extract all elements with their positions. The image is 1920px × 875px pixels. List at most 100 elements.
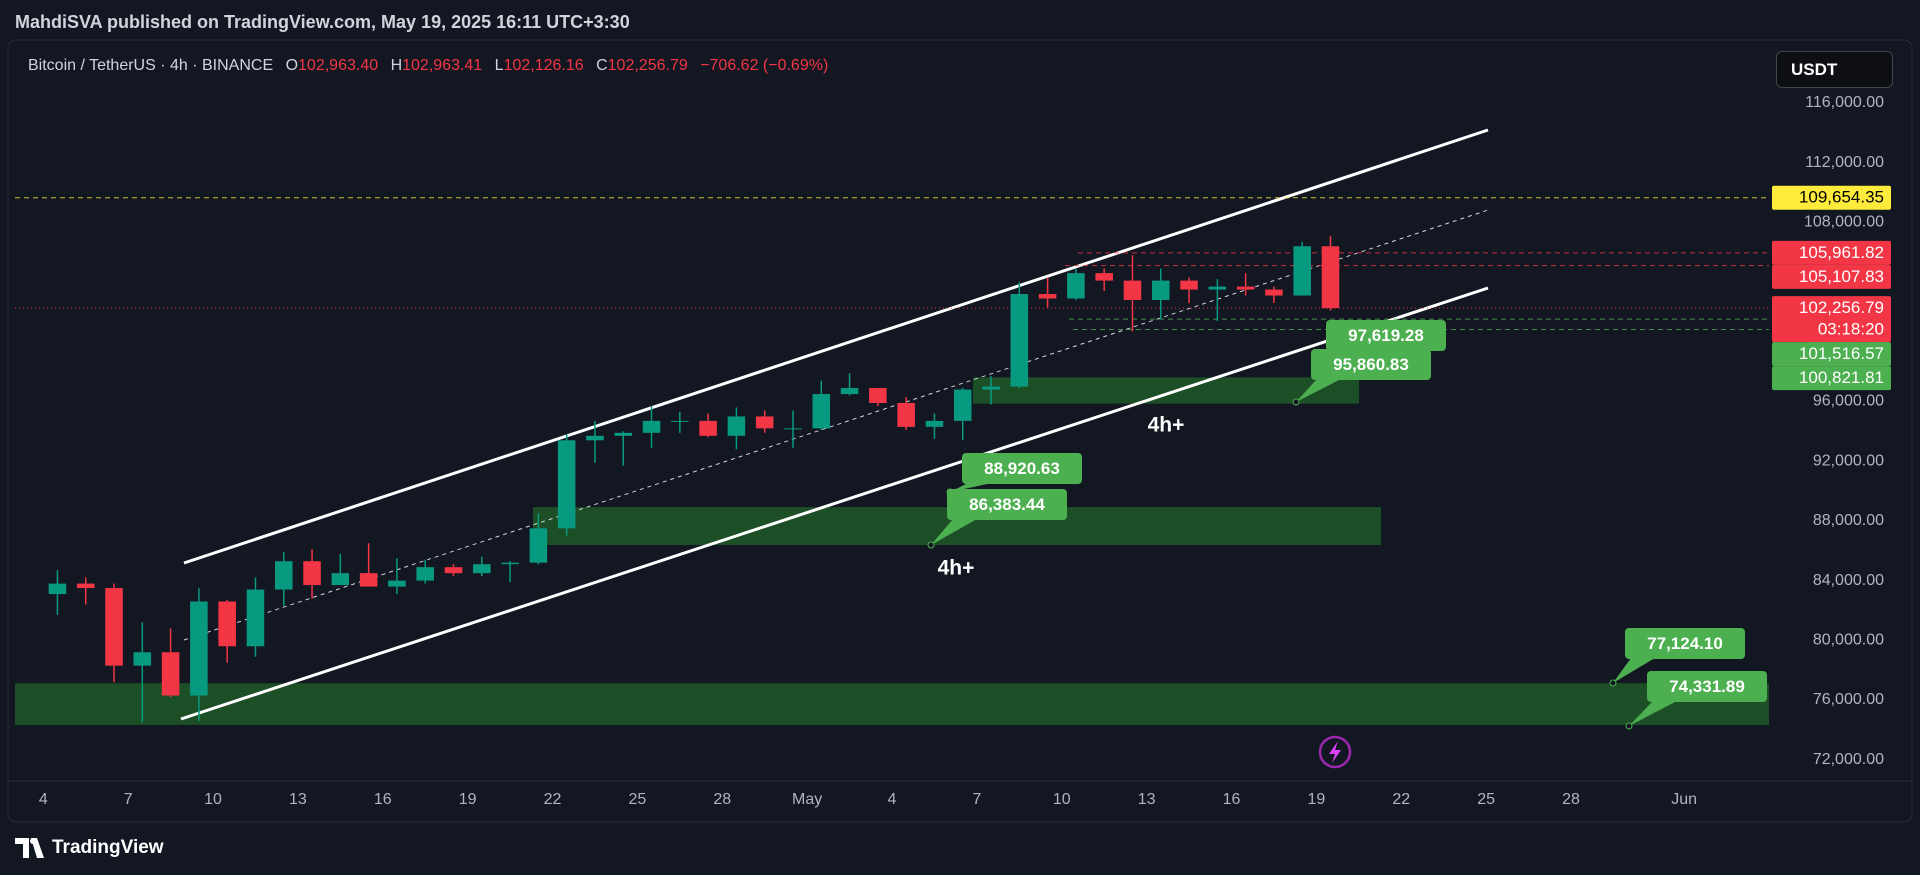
callout-pointer (931, 519, 977, 545)
callout-anchor (927, 541, 935, 549)
callout-label: 77,124.10 (1647, 634, 1723, 653)
price-badge (1772, 296, 1891, 343)
price-badge (1772, 342, 1891, 367)
callout-label: 74,331.89 (1669, 677, 1745, 696)
candle-body (48, 583, 67, 595)
y-tick-label: 92,000.00 (1813, 452, 1884, 469)
callout-box (1311, 349, 1431, 380)
y-tick-label: 76,000.00 (1813, 691, 1884, 708)
callout-box (1647, 671, 1767, 702)
zone-note: 4h+ (938, 557, 975, 580)
candle-body (218, 601, 236, 647)
alert-icon[interactable] (1318, 735, 1352, 769)
candle-body (105, 588, 123, 666)
candle-body (1321, 246, 1340, 309)
candle-body (1038, 294, 1057, 299)
candles (48, 235, 1340, 723)
candle-body (1265, 289, 1283, 296)
price-badge-label: 101,516.57 (1799, 344, 1884, 363)
publish-header: MahdiSVA published on TradingView.com, M… (15, 12, 630, 32)
candle-body (303, 561, 321, 586)
price-badge (1772, 240, 1891, 265)
candle-body (501, 562, 519, 565)
callout-pointer (1613, 658, 1655, 683)
x-tick-label: Jun (1671, 791, 1697, 808)
price-change: −706.62 (−0.69%) (700, 57, 829, 74)
candle-body (840, 388, 859, 395)
countdown-label: 03:18:20 (1818, 320, 1884, 339)
candle-body (1208, 286, 1227, 290)
callout-label: 97,619.28 (1348, 326, 1424, 345)
zone (973, 377, 1359, 404)
x-tick-label: 7 (972, 791, 981, 808)
x-tick-label: 4 (888, 791, 897, 808)
ohlc-value: 102,963.40 (298, 57, 379, 74)
candle-body (359, 573, 378, 587)
ohlc-key: C (596, 57, 608, 74)
candle-body (1293, 246, 1311, 296)
ohlc-value: 102,256.79 (607, 57, 688, 74)
candle-body (727, 416, 746, 436)
x-tick-label: 25 (1477, 791, 1495, 808)
candle-body (755, 416, 774, 429)
ohlc-value: 102,126.16 (503, 57, 584, 74)
x-tick-label: 19 (459, 791, 477, 808)
price-badge-label: 100,821.81 (1799, 368, 1884, 387)
zone (15, 683, 1769, 725)
channel-mid (183, 209, 1489, 641)
price-badge (1772, 264, 1891, 289)
callouts: 88,920.63 86,383.44 4h+ 97,619.28 95,860.83 4… (927, 320, 1767, 730)
callout-pointer (1629, 701, 1677, 726)
candle-body (586, 435, 604, 441)
footer-logo[interactable]: TradingView (15, 837, 164, 858)
candle-body (416, 567, 434, 581)
x-tick-label: 28 (713, 791, 731, 808)
candle-body (557, 440, 576, 529)
callout-box (1326, 320, 1446, 351)
candle-body (614, 432, 633, 436)
candle-body (699, 420, 717, 436)
x-tick-label: 10 (204, 791, 222, 808)
y-tick-label: 72,000.00 (1813, 751, 1884, 768)
ohlc-value: 102,963.41 (402, 57, 483, 74)
candle-body (642, 420, 661, 433)
candle-body (1151, 280, 1170, 301)
candle-body (529, 528, 548, 563)
x-tick-label: 16 (1223, 791, 1241, 808)
symbol: Bitcoin / TetherUS · 4h · BINANCE (28, 57, 274, 74)
callout-box (962, 453, 1082, 484)
callout-label: 86,383.44 (969, 495, 1045, 514)
price-badge-label: 102,256.79 (1799, 298, 1884, 317)
levels (15, 197, 1769, 331)
price-badge-label: 105,961.82 (1799, 243, 1884, 262)
candle-body (812, 394, 831, 429)
x-tick-label: May (792, 791, 822, 808)
callout-anchor (1292, 398, 1300, 406)
y-tick-label: 96,000.00 (1813, 393, 1884, 410)
candle-body (473, 564, 491, 574)
candle-body (869, 388, 887, 403)
x-tick-label: 22 (1392, 791, 1410, 808)
x-tick-label: 13 (1138, 791, 1156, 808)
footer-logo-text: TradingView (52, 837, 164, 858)
zone-note: 4h+ (1148, 414, 1185, 437)
y-tick-label: 108,000.00 (1804, 214, 1884, 231)
candle-body (784, 428, 802, 430)
callout-label: 88,920.63 (984, 459, 1060, 478)
x-tick-label: 25 (628, 791, 646, 808)
candle-body (953, 389, 972, 421)
x-tick-label: 16 (374, 791, 392, 808)
candle-body (1180, 280, 1198, 290)
x-tick-label: 28 (1562, 791, 1580, 808)
candle-body (1123, 280, 1142, 301)
x-tick-label: 13 (289, 791, 307, 808)
y-tick-label: 80,000.00 (1813, 632, 1884, 649)
x-tick-label: 10 (1053, 791, 1071, 808)
candle-body (133, 652, 152, 666)
price-badge-label: 105,107.83 (1799, 267, 1884, 286)
currency-button[interactable]: USDT (1776, 51, 1893, 88)
candle-body (246, 589, 265, 647)
ohlc-key: L (494, 57, 504, 74)
